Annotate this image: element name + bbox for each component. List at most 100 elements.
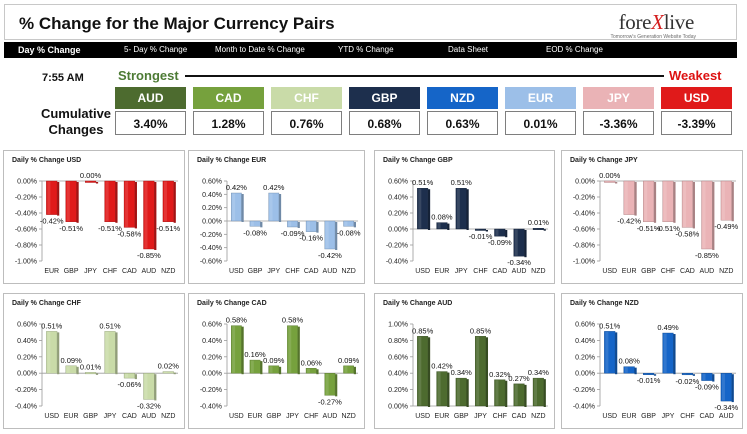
x-tick-label: CHF [285,268,299,275]
data-label: -0.02% [676,377,700,386]
y-tick-label: -0.40% [573,404,595,411]
bar-side [297,326,300,375]
data-label: -0.06% [118,380,142,389]
data-label: 0.51% [41,321,63,330]
bar [85,180,97,183]
bar-side [524,384,527,407]
currency-tile-eur: EUR 0.01% [505,87,576,135]
y-tick-label: 0.20% [388,387,408,394]
y-tick-label: 1.00% [388,322,408,329]
bar-side [447,223,450,230]
data-label: -0.09% [695,383,719,392]
update-time: 7:55 AM [42,72,84,84]
bar-highlight [456,188,460,229]
x-tick-label: CAD [122,268,137,275]
bar-side [466,379,469,407]
x-tick-label: AUD [699,268,714,275]
y-tick-label: 0.60% [575,322,595,329]
x-tick-label: CAD [304,268,319,275]
data-label: 0.34% [528,368,550,377]
tab-data-sheet[interactable]: Data Sheet [448,45,489,54]
bar [343,220,354,227]
y-tick-label: 0.00% [202,371,222,378]
tile-currency: AUD [115,87,186,109]
logo-x: X [651,10,664,34]
data-label: 0.58% [226,316,248,325]
tile-currency: GBP [349,87,420,109]
forexlive-logo[interactable]: foreXlive [618,10,695,35]
bar-highlight [437,223,441,229]
bar [162,371,174,374]
bar-highlight [144,373,148,399]
bar-highlight [86,372,90,374]
tab-eod-change[interactable]: EOD % Change [546,45,603,54]
bar-highlight [605,181,609,182]
tab-5-day-change[interactable]: 5- Day % Change [124,45,188,54]
y-tick-label: -0.80% [573,243,595,250]
bar [143,372,155,400]
bar [474,228,487,231]
data-label: 0.06% [301,358,323,367]
chart-panel-cad: Daily % Change CAD 0.60% 0.40% 0.20% 0.00% -… [188,293,365,429]
y-tick-label: 0.00% [575,179,595,186]
data-label: 0.85% [412,326,434,335]
bar-side [673,182,676,223]
bar-highlight [125,373,129,378]
data-label: 0.08% [431,213,453,222]
y-tick-label: 0.20% [575,354,595,361]
bar [123,180,135,228]
data-label: 0.27% [508,374,530,383]
tile-value: 0.01% [505,111,576,135]
bar-highlight [476,229,480,230]
bar-side [76,182,79,223]
tab-ytd-change[interactable]: YTD % Change [338,45,394,54]
bar-side [335,374,338,397]
y-tick-label: 0.00% [17,371,37,378]
y-tick-label: -0.40% [386,259,408,266]
bar-highlight [250,360,254,373]
bar-highlight [105,331,109,373]
bar-highlight [663,181,667,222]
bar-side [115,182,118,223]
cumulative-changes-label: Cumulative Changes [40,106,112,137]
bar [305,368,317,374]
x-tick-label: NZD [161,268,175,275]
bar-side [427,337,431,407]
data-label: 0.01% [528,218,550,227]
bar [532,377,544,407]
tab-day-change[interactable]: Day % Change [18,45,81,55]
bar-highlight [86,181,90,182]
bar-highlight [683,181,687,227]
bar-highlight [344,221,348,226]
bar-highlight [125,181,129,227]
bar [494,379,506,407]
tile-value: 3.40% [115,111,186,135]
x-tick-label: CHF [103,268,117,275]
x-tick-label: GBP [64,268,79,275]
x-tick-label: JPY [455,268,468,275]
bar [324,372,336,396]
data-label: -0.49% [714,222,738,231]
data-label: 0.01% [80,362,102,371]
bar [701,180,713,250]
bar [455,188,467,230]
currency-tile-jpy: JPY -3.36% [583,87,654,135]
logo-text-start: fore [618,10,652,34]
data-label: 0.51% [451,178,473,187]
y-tick-label: -0.20% [200,232,222,239]
tile-value: -3.36% [583,111,654,135]
data-label: -0.51% [98,224,122,233]
bar-highlight [418,336,422,406]
data-label: 0.00% [80,171,102,180]
data-label: -0.09% [281,229,305,238]
tab-bar: Day % Change 5- Day % Change Month to Da… [4,42,737,58]
bar-highlight [325,221,329,249]
x-tick-label: EUR [64,413,79,420]
y-tick-label: 0.20% [388,211,408,218]
tab-month-to-date-change[interactable]: Month to Date % Change [215,45,305,54]
bar-highlight [514,384,518,406]
y-tick-label: -0.60% [573,227,595,234]
bar-highlight [702,373,706,381]
logo-text-end: live [663,10,695,34]
data-label: 0.09% [263,356,285,365]
